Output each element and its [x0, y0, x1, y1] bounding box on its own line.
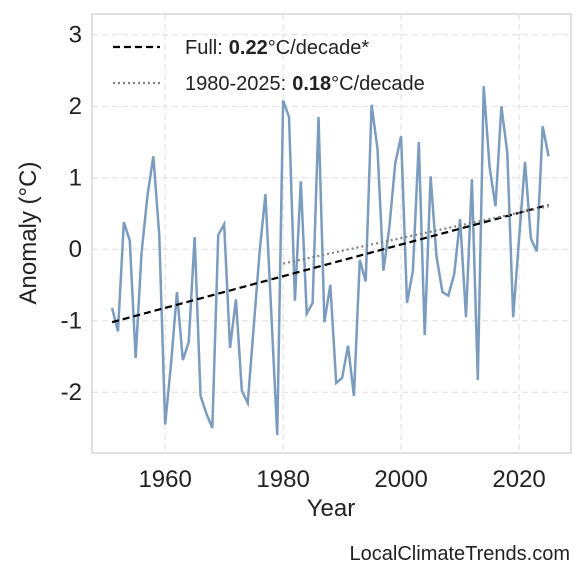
legend-label: Full: 0.22°C/decade* — [185, 37, 369, 59]
legend-rate: 0.22 — [229, 37, 268, 59]
legend-label: 1980-2025: 0.18°C/decade — [185, 73, 425, 95]
y-tick-label: 1 — [69, 165, 82, 192]
x-tick-label: 2000 — [374, 466, 427, 493]
plot-frame — [91, 13, 572, 454]
trend-line — [111, 203, 549, 324]
y-tick-label: 3 — [69, 22, 82, 49]
legend-unit: °C/decade — [331, 73, 425, 95]
y-tick-label: -1 — [61, 308, 82, 335]
x-tick-label: 1960 — [138, 466, 191, 493]
legend-unit: °C/decade* — [268, 37, 370, 59]
y-tick-label: 0 — [69, 236, 82, 263]
x-axis-label: Year — [307, 495, 356, 522]
data-line — [110, 86, 550, 436]
y-tick-label: -2 — [61, 379, 82, 406]
legend-name: Full: — [185, 37, 223, 59]
footer: LocalClimateTrends.com — [350, 543, 570, 565]
x-tick-label: 2020 — [492, 466, 545, 493]
x-tick-label: 1980 — [256, 466, 309, 493]
legend-rate: 0.18 — [292, 73, 331, 95]
y-tick-label: 2 — [69, 93, 82, 120]
legend-name: 1980-2025: — [185, 73, 286, 95]
trend-line — [282, 205, 549, 265]
y-axis-label: Anomaly (°C) — [15, 162, 42, 305]
